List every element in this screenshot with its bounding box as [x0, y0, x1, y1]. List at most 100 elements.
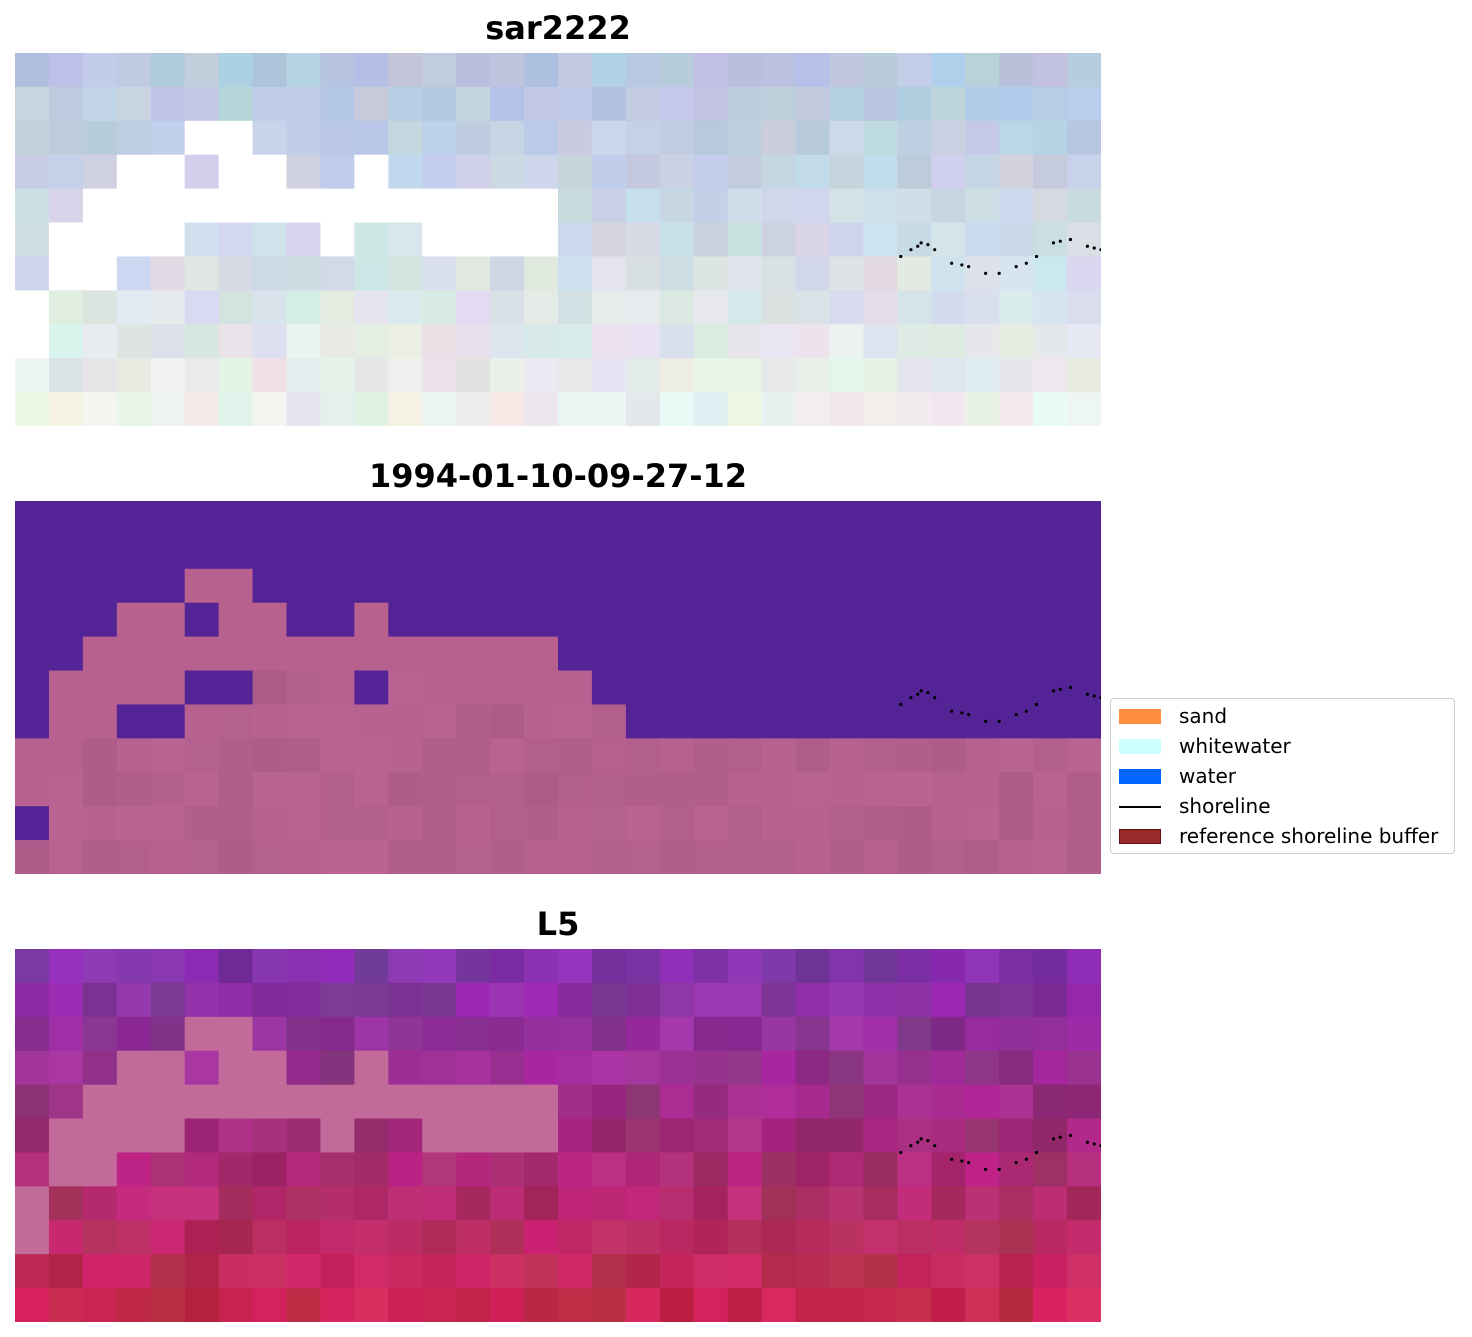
raster-cell [625, 670, 661, 706]
raster-cell [1067, 290, 1101, 325]
raster-cell [320, 1084, 355, 1120]
raster-cell [184, 949, 220, 984]
raster-cell [524, 602, 559, 638]
raster-cell [727, 670, 763, 706]
raster-cell [795, 738, 831, 773]
raster-cell [558, 86, 593, 122]
raster-cell [422, 1152, 457, 1187]
raster-cell [354, 636, 389, 672]
raster-cell [354, 1016, 389, 1052]
raster-cell [354, 568, 389, 604]
raster-cell [1033, 222, 1068, 258]
raster-cell [897, 358, 932, 393]
raster-cell [252, 501, 288, 536]
legend-item-sand: sand [1119, 701, 1454, 731]
raster-cell [82, 53, 118, 88]
raster-cell [727, 772, 763, 807]
raster-cell [931, 1118, 966, 1154]
raster-cell [863, 154, 898, 190]
raster-cell [150, 568, 186, 604]
raster-cell [965, 256, 1000, 291]
raster-cell [761, 1152, 797, 1187]
shoreline-point [1014, 1161, 1018, 1165]
raster-cell [286, 154, 322, 190]
raster-cell [897, 982, 932, 1018]
raster-cell [490, 1118, 525, 1154]
raster-cell [761, 222, 797, 258]
raster-cell [184, 568, 220, 604]
raster-cell [116, 840, 152, 874]
raster-cell [863, 392, 898, 426]
raster-cell [354, 154, 389, 190]
raster-cell [1067, 636, 1101, 672]
raster-cell [659, 1152, 695, 1187]
raster-cell [1033, 806, 1068, 841]
raster-cell [1033, 120, 1068, 156]
raster-cell [693, 501, 729, 536]
raster-cell [218, 949, 254, 984]
raster-cell [252, 188, 288, 224]
raster-cell [659, 392, 695, 426]
raster-cell [456, 1288, 491, 1322]
raster-cell [829, 636, 865, 672]
raster-cell [422, 324, 457, 359]
raster-cell [252, 1050, 288, 1086]
raster-cell [82, 1186, 118, 1221]
raster-cell [591, 501, 627, 536]
raster-cell [388, 1050, 423, 1086]
raster-cell [999, 1016, 1034, 1052]
raster-cell [863, 738, 898, 773]
raster-cell [388, 670, 423, 706]
raster-cell [15, 1118, 50, 1154]
raster-cell [1033, 1050, 1068, 1086]
raster-cell [727, 806, 763, 841]
raster-cell [422, 636, 457, 672]
raster-cell [456, 1152, 491, 1187]
raster-cell [150, 120, 186, 156]
raster-cell [218, 1084, 254, 1120]
raster-cell [693, 86, 729, 122]
raster-cell [999, 568, 1034, 604]
raster-cell [184, 636, 220, 672]
raster-cell [558, 806, 593, 841]
raster-cell [591, 949, 627, 984]
raster-cell [591, 392, 627, 426]
raster-cell [591, 1050, 627, 1086]
raster-cell [999, 704, 1034, 739]
shoreline-point [926, 690, 930, 695]
raster-cell [1033, 188, 1068, 224]
raster-cell [456, 772, 491, 807]
raster-cell [524, 324, 559, 359]
raster-cell [863, 670, 898, 706]
raster-cell [625, 602, 661, 638]
raster-cell [761, 1288, 797, 1322]
raster-cell [761, 568, 797, 604]
raster-cell [965, 840, 1000, 874]
raster-cell [388, 772, 423, 807]
raster-cell [252, 772, 288, 807]
raster-cell [48, 1288, 84, 1322]
raster-cell [829, 1288, 865, 1322]
raster-cell [625, 636, 661, 672]
raster-cell [15, 806, 50, 841]
raster-cell [558, 120, 593, 156]
raster-cell [897, 534, 932, 570]
raster-cell [591, 120, 627, 156]
shoreline-point [967, 1161, 971, 1165]
raster-cell [761, 154, 797, 190]
raster-cell [456, 256, 491, 291]
raster-cell [659, 1118, 695, 1154]
raster-cell [524, 636, 559, 672]
raster-cell [897, 1118, 932, 1154]
raster-cell [456, 636, 491, 672]
raster-cell [218, 670, 254, 706]
raster-cell [693, 534, 729, 570]
raster-cell [897, 704, 932, 739]
raster-cell [82, 1050, 118, 1086]
raster-cell [490, 392, 525, 426]
raster-cell [422, 738, 457, 773]
raster-cell [761, 120, 797, 156]
raster-cell [659, 1016, 695, 1052]
raster-cell [897, 806, 932, 841]
raster-cell [1033, 772, 1068, 807]
